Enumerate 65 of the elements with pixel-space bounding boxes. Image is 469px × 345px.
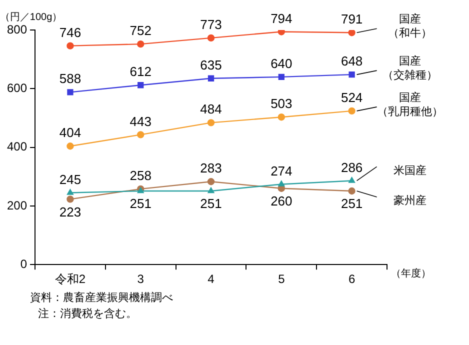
data-label: 588 (59, 71, 82, 86)
x-tick-label: 6 (348, 272, 356, 286)
data-label: 648 (340, 54, 363, 69)
data-label: 223 (59, 204, 82, 220)
data-label: 443 (130, 114, 152, 129)
point (67, 89, 74, 96)
text: 米国産 (393, 164, 426, 177)
point (348, 72, 355, 78)
point (207, 119, 215, 126)
x-tick-label: 令和2 (54, 272, 86, 286)
text: 国産（乳用種他） (376, 90, 443, 118)
data-label: 612 (130, 64, 152, 80)
point (278, 113, 286, 121)
point (66, 196, 74, 203)
point (348, 187, 356, 195)
data-label: 404 (59, 125, 82, 140)
y-tick-label: 0 (20, 256, 28, 271)
point (208, 187, 214, 194)
point (278, 74, 284, 80)
point (138, 82, 144, 88)
data-label: 484 (200, 102, 222, 117)
x-tick-label: 5 (278, 272, 286, 286)
text: 国産（和牛） (388, 12, 432, 40)
text: 豪州産 (393, 194, 426, 208)
data-label: 746 (59, 24, 82, 40)
point (278, 180, 285, 186)
point (348, 107, 356, 115)
data-label: 286 (340, 160, 363, 175)
data-label: 283 (200, 160, 222, 176)
point (137, 131, 144, 138)
point (67, 189, 74, 195)
data-label: 251 (200, 196, 222, 212)
data-label: 773 (200, 16, 222, 32)
point (348, 30, 356, 36)
x-tick-label: 3 (137, 272, 144, 286)
point (66, 142, 74, 150)
point (207, 34, 215, 42)
data-label: 791 (340, 12, 363, 27)
x-tick-label: 4 (208, 272, 215, 286)
point (207, 178, 215, 186)
x-axis-title: （年度） (391, 267, 431, 280)
text: 資料：農畜産業振興機構調べ (30, 290, 174, 306)
data-label: 260 (270, 193, 292, 208)
data-label: 794 (270, 10, 292, 26)
data-label: 251 (340, 196, 363, 212)
y-axis-title: （円／100g） (0, 12, 62, 23)
text: 国産（交雑種） (382, 54, 438, 82)
y-tick-label: 200 (6, 198, 28, 212)
point (66, 42, 74, 50)
data-label: 274 (270, 163, 292, 178)
y-tick-label: 600 (6, 80, 28, 95)
text: 注：消費税を含む。 (37, 306, 138, 322)
point (208, 75, 214, 82)
y-tick-label: 800 (6, 22, 28, 36)
data-label: 251 (130, 196, 152, 212)
y-tick-label: 400 (6, 140, 28, 154)
data-label: 503 (270, 96, 292, 112)
data-label: 640 (270, 56, 292, 71)
point (348, 177, 355, 183)
data-label: 524 (340, 90, 363, 106)
data-label: 245 (59, 172, 82, 187)
data-label: 258 (130, 168, 152, 184)
data-label: 752 (130, 23, 152, 38)
data-label: 635 (200, 57, 222, 72)
point (137, 40, 144, 48)
